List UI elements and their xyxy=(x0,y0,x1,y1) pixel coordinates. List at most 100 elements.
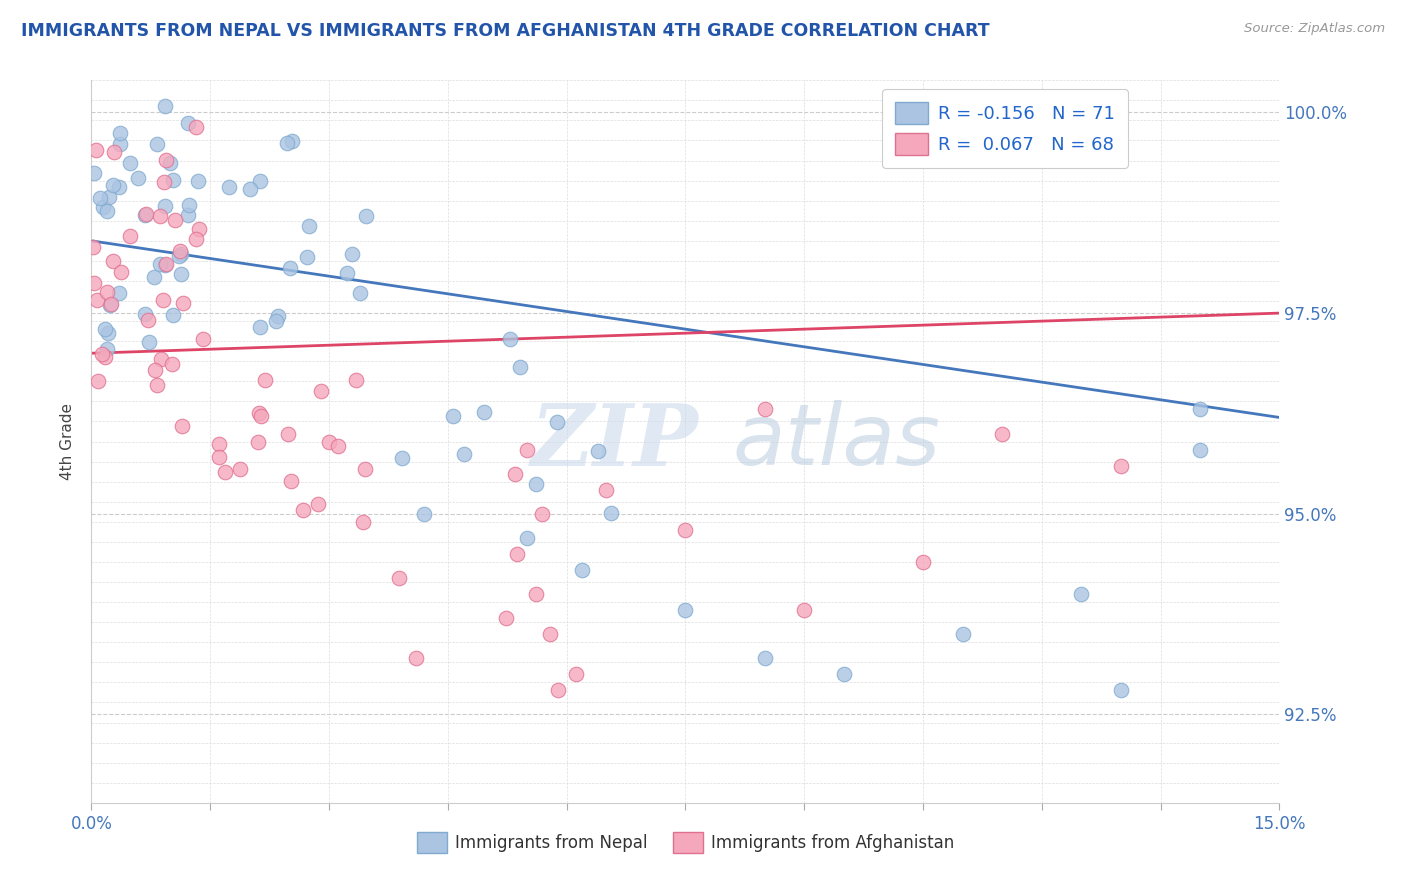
Point xyxy=(754,402,776,417)
Point xyxy=(143,270,166,285)
Point xyxy=(524,476,547,491)
Point xyxy=(177,208,200,222)
Point xyxy=(413,507,436,521)
Point xyxy=(146,378,169,392)
Point xyxy=(405,651,427,665)
Y-axis label: 4th Grade: 4th Grade xyxy=(60,403,76,480)
Point xyxy=(145,136,167,151)
Point xyxy=(101,253,124,268)
Point xyxy=(280,474,302,488)
Point xyxy=(547,683,569,698)
Point xyxy=(391,450,413,465)
Point xyxy=(538,627,561,641)
Point xyxy=(214,465,236,479)
Point xyxy=(96,285,118,300)
Point xyxy=(832,667,855,681)
Point xyxy=(506,547,529,561)
Point xyxy=(134,208,156,222)
Point xyxy=(155,153,177,168)
Point xyxy=(94,351,117,365)
Point xyxy=(1070,587,1092,601)
Point xyxy=(264,313,287,327)
Point xyxy=(546,415,568,429)
Point xyxy=(83,276,105,290)
Legend: Immigrants from Nepal, Immigrants from Afghanistan: Immigrants from Nepal, Immigrants from A… xyxy=(411,826,960,860)
Point xyxy=(120,229,142,244)
Point xyxy=(83,166,105,180)
Point xyxy=(162,308,184,322)
Point xyxy=(311,384,333,398)
Point xyxy=(336,266,359,280)
Point xyxy=(208,437,231,451)
Point xyxy=(595,483,617,497)
Point xyxy=(530,507,553,521)
Point xyxy=(495,611,517,625)
Point xyxy=(159,156,181,170)
Point xyxy=(149,257,172,271)
Point xyxy=(472,404,495,418)
Point xyxy=(278,260,301,275)
Point xyxy=(136,312,159,326)
Point xyxy=(340,247,363,261)
Point xyxy=(516,442,538,457)
Point xyxy=(952,627,974,641)
Point xyxy=(354,461,377,475)
Point xyxy=(152,175,174,189)
Point xyxy=(153,258,176,272)
Point xyxy=(149,351,172,366)
Point xyxy=(505,467,527,481)
Point xyxy=(91,201,114,215)
Point xyxy=(229,461,252,475)
Point xyxy=(152,293,174,308)
Point xyxy=(89,191,111,205)
Point xyxy=(249,319,271,334)
Point xyxy=(169,244,191,258)
Point xyxy=(179,198,201,212)
Point xyxy=(110,265,132,279)
Point xyxy=(516,531,538,545)
Point xyxy=(292,502,315,516)
Point xyxy=(1109,458,1132,473)
Point xyxy=(441,409,464,424)
Point xyxy=(162,357,184,371)
Point xyxy=(97,326,120,340)
Point xyxy=(673,523,696,537)
Point xyxy=(453,447,475,461)
Point xyxy=(186,232,208,246)
Point xyxy=(96,342,118,356)
Point xyxy=(911,555,934,569)
Point xyxy=(87,374,110,388)
Point xyxy=(135,207,157,221)
Point xyxy=(1189,442,1212,457)
Point xyxy=(208,450,231,465)
Point xyxy=(193,332,215,346)
Point xyxy=(253,373,276,387)
Point xyxy=(170,418,193,433)
Point xyxy=(249,174,271,188)
Point xyxy=(134,307,156,321)
Point xyxy=(187,174,209,188)
Point xyxy=(108,179,131,194)
Point xyxy=(600,506,623,520)
Point xyxy=(97,190,120,204)
Point xyxy=(94,322,117,336)
Point xyxy=(162,173,184,187)
Point xyxy=(86,143,108,157)
Point xyxy=(499,332,522,346)
Point xyxy=(170,247,193,261)
Point xyxy=(103,145,125,159)
Point xyxy=(110,126,132,140)
Point xyxy=(138,335,160,350)
Point xyxy=(184,120,207,134)
Point xyxy=(187,222,209,236)
Point xyxy=(326,439,349,453)
Point xyxy=(793,603,815,617)
Point xyxy=(565,667,588,681)
Point xyxy=(352,515,374,529)
Point xyxy=(277,426,299,441)
Point xyxy=(239,181,262,195)
Point xyxy=(103,178,125,193)
Point xyxy=(155,98,177,112)
Text: atlas: atlas xyxy=(733,400,941,483)
Point xyxy=(673,603,696,617)
